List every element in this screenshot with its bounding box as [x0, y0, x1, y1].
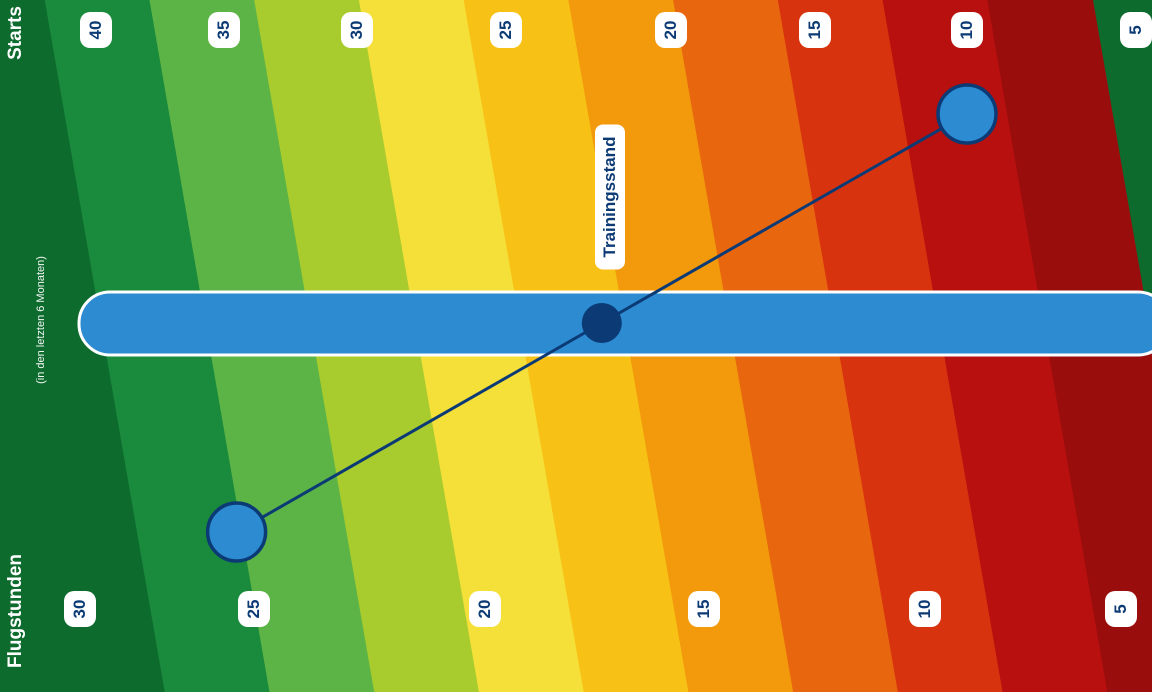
- starts-tick-label: 20: [655, 12, 687, 48]
- training-level-label: Trainingsstand: [595, 124, 625, 270]
- flugstunden-tick-label: 30: [64, 591, 96, 627]
- flugstunden-axis-subtitle: (in den letzten 6 Monaten): [35, 256, 47, 384]
- flugstunden-axis-title: Flugstunden: [5, 554, 26, 668]
- flugstunden-tick-label: 5: [1105, 591, 1137, 627]
- flugstunden-tick-label: 15: [688, 591, 720, 627]
- starts-tick-label: 40: [80, 12, 112, 48]
- flugstunden-tick-label: 10: [909, 591, 941, 627]
- starts-marker[interactable]: [936, 83, 998, 145]
- starts-axis-title: Starts: [5, 6, 26, 60]
- flugstunden-marker[interactable]: [205, 501, 268, 563]
- starts-tick-label: 30: [341, 12, 373, 48]
- flugstunden-tick-label: 25: [238, 591, 270, 627]
- starts-tick-label: 10: [951, 12, 983, 48]
- starts-tick-label: 5: [1120, 12, 1152, 48]
- flugstunden-tick-label: 20: [469, 591, 501, 627]
- training-level-point: [581, 303, 622, 343]
- starts-tick-label: 25: [490, 12, 522, 48]
- starts-tick-label: 15: [799, 12, 831, 48]
- starts-tick-label: 35: [208, 12, 240, 48]
- color-band: [0, 0, 166, 692]
